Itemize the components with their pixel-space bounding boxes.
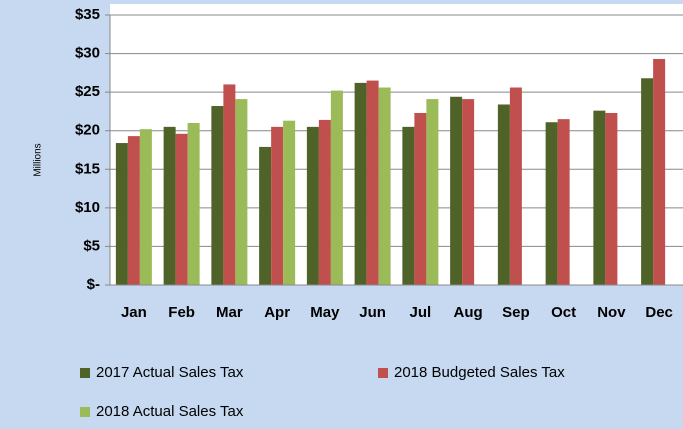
x-tick-label: Jul <box>410 304 432 321</box>
bar <box>402 126 415 285</box>
legend-swatch <box>80 368 90 378</box>
y-tick-label: $35 <box>75 6 100 23</box>
bar <box>462 99 475 285</box>
bar <box>641 78 654 285</box>
y-tick-label: $25 <box>75 83 100 100</box>
bar <box>497 104 510 285</box>
bar <box>271 126 284 285</box>
bar <box>211 106 224 286</box>
bar <box>354 82 367 285</box>
y-tick-label: $- <box>87 276 100 293</box>
bar <box>330 90 343 285</box>
y-tick-label: $10 <box>75 199 100 216</box>
bar <box>318 119 331 286</box>
bar <box>605 112 618 285</box>
bar <box>306 126 319 285</box>
bar <box>127 136 140 285</box>
bar <box>426 99 439 285</box>
bar <box>175 133 188 285</box>
bar <box>366 80 379 285</box>
y-tick-label: $30 <box>75 45 100 62</box>
x-tick-label: Dec <box>645 304 673 321</box>
x-tick-label: Jun <box>359 304 386 321</box>
x-tick-label: Jan <box>121 304 147 321</box>
bar <box>557 119 570 286</box>
legend-swatch <box>80 407 90 417</box>
bar <box>187 123 200 285</box>
bar <box>653 58 666 285</box>
x-tick-label: Oct <box>551 304 576 321</box>
bar <box>223 84 236 285</box>
legend-label: 2018 Budgeted Sales Tax <box>394 364 565 381</box>
bar <box>545 122 558 285</box>
x-tick-label: Mar <box>216 304 243 321</box>
x-tick-label: Apr <box>264 304 290 321</box>
y-axis-label: Millions <box>33 143 44 176</box>
x-tick-label: Sep <box>502 304 530 321</box>
bar <box>139 129 152 285</box>
x-tick-label: Nov <box>597 304 626 321</box>
y-tick-label: $5 <box>83 237 100 254</box>
x-tick-label: Aug <box>454 304 483 321</box>
plot-area <box>110 4 683 285</box>
x-tick-label: May <box>310 304 340 321</box>
bar <box>509 87 522 285</box>
bar <box>378 87 391 285</box>
legend-swatch <box>378 368 388 378</box>
legend-label: 2017 Actual Sales Tax <box>96 364 244 381</box>
bar <box>259 146 272 285</box>
bar <box>283 120 296 285</box>
bar <box>115 143 128 285</box>
bar <box>450 96 463 286</box>
bar <box>235 99 248 285</box>
y-tick-label: $20 <box>75 122 100 139</box>
x-tick-label: Feb <box>168 304 195 321</box>
bar <box>414 112 427 285</box>
legend-label: 2018 Actual Sales Tax <box>96 403 244 420</box>
bar <box>163 126 176 285</box>
bar <box>593 110 606 286</box>
y-tick-label: $15 <box>75 160 100 177</box>
